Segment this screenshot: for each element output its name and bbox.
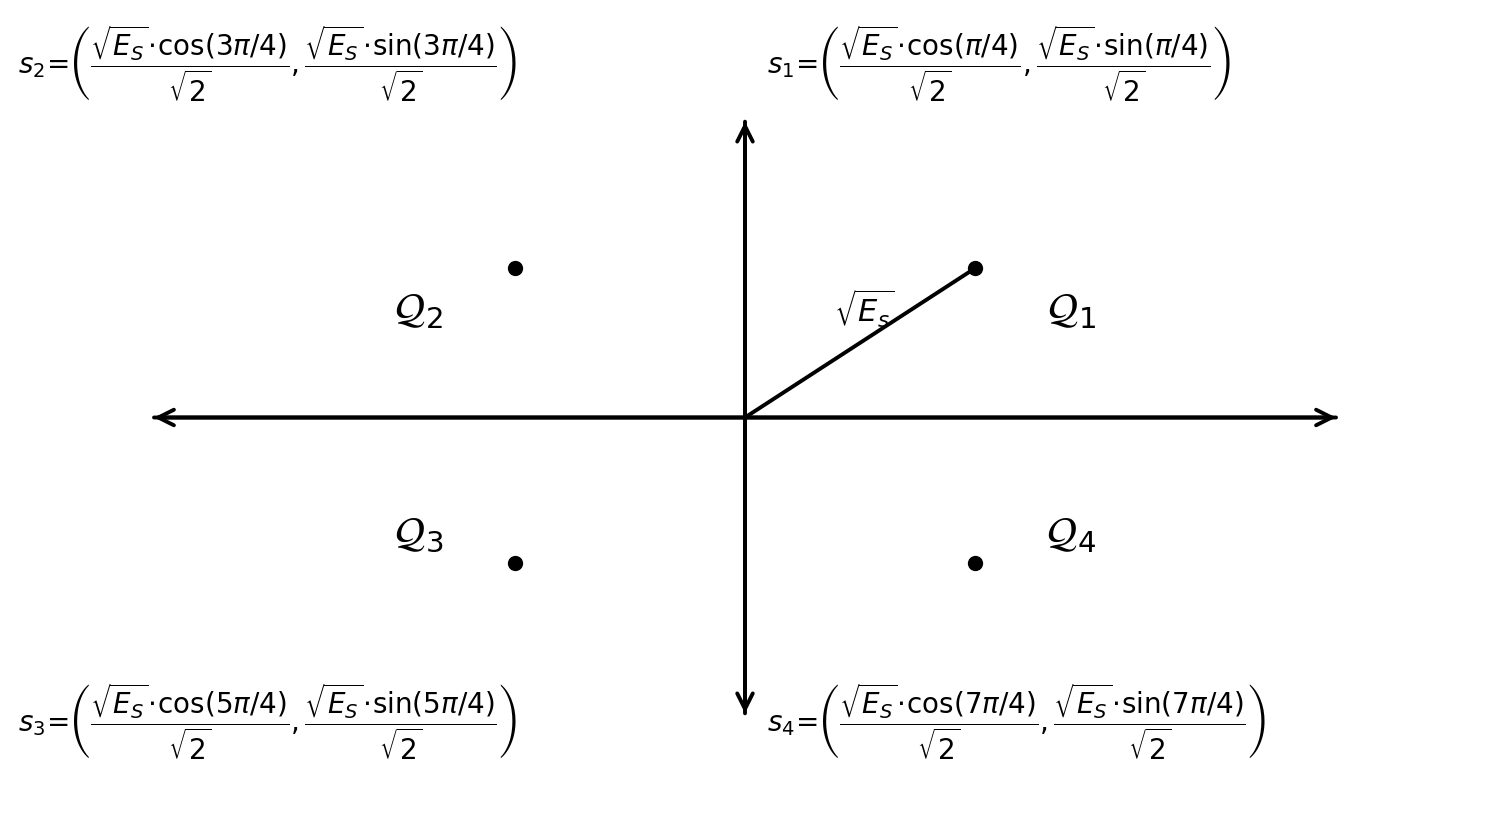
Text: $\mathcal{Q}_2$: $\mathcal{Q}_2$ (393, 289, 443, 331)
Text: $s_4\!=\!\left(\dfrac{\sqrt{E_S}\!\cdot\!\cos(7\pi/4)}{\sqrt{2}},\dfrac{\sqrt{E_: $s_4\!=\!\left(\dfrac{\sqrt{E_S}\!\cdot\… (767, 681, 1266, 762)
Text: $s_3\!=\!\left(\dfrac{\sqrt{E_S}\!\cdot\!\cos(5\pi/4)}{\sqrt{2}},\dfrac{\sqrt{E_: $s_3\!=\!\left(\dfrac{\sqrt{E_S}\!\cdot\… (18, 681, 517, 762)
Text: $\mathcal{Q}_1$: $\mathcal{Q}_1$ (1047, 289, 1097, 331)
Text: $s_1\!=\!\left(\dfrac{\sqrt{E_S}\!\cdot\!\cos(\pi/4)}{\sqrt{2}},\dfrac{\sqrt{E_S: $s_1\!=\!\left(\dfrac{\sqrt{E_S}\!\cdot\… (767, 23, 1231, 104)
Text: $\sqrt{E_s}$: $\sqrt{E_s}$ (834, 288, 895, 331)
Point (504, 556, 527, 569)
Text: $\mathcal{Q}_4$: $\mathcal{Q}_4$ (1046, 513, 1097, 554)
Point (963, 556, 986, 569)
Point (504, 261, 527, 275)
Text: $\mathcal{Q}_3$: $\mathcal{Q}_3$ (393, 513, 443, 554)
Point (963, 261, 986, 275)
Text: $s_2\!=\!\left(\dfrac{\sqrt{E_S}\!\cdot\!\cos(3\pi/4)}{\sqrt{2}},\dfrac{\sqrt{E_: $s_2\!=\!\left(\dfrac{\sqrt{E_S}\!\cdot\… (18, 23, 517, 104)
